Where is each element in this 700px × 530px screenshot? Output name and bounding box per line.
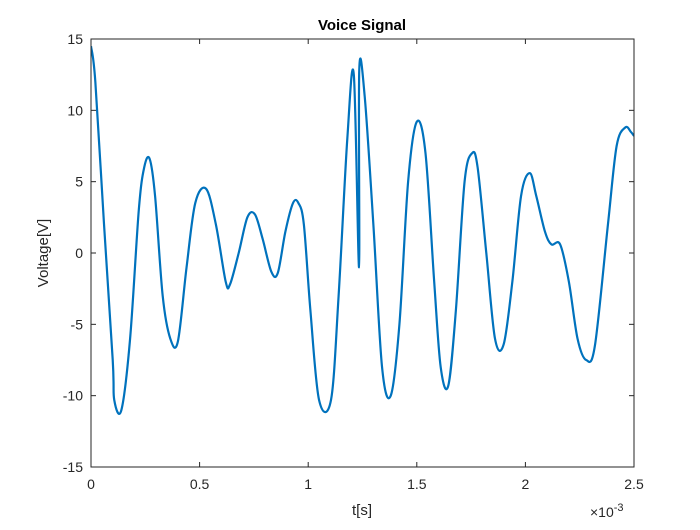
y-tick-label: -15 [63, 459, 83, 475]
y-tick-label: 15 [67, 31, 83, 47]
y-axis-ticks: -15 -10 -5 0 5 10 15 [63, 31, 634, 475]
chart-title: Voice Signal [318, 17, 406, 34]
x-tick-label: 0 [87, 476, 95, 492]
series-line [91, 45, 634, 415]
y-tick-label: -10 [63, 388, 83, 404]
x-axis-ticks: 0 0.5 1 1.5 2 2.5 [87, 39, 644, 492]
y-tick-label: 0 [75, 245, 83, 261]
x-tick-label: 1.5 [407, 476, 427, 492]
x-axis-exponent: ×10-3 [590, 502, 624, 520]
x-axis-exponent-base: ×10 [590, 504, 614, 520]
x-axis-label: t[s] [352, 502, 372, 519]
x-tick-label: 0.5 [190, 476, 210, 492]
y-tick-label: 10 [67, 102, 83, 118]
x-tick-label: 1 [304, 476, 312, 492]
y-axis-label: Voltage[V] [35, 219, 52, 287]
x-axis-exponent-power: -3 [614, 502, 624, 514]
y-tick-label: 5 [75, 174, 83, 190]
x-tick-label: 2.5 [624, 476, 644, 492]
x-tick-label: 2 [522, 476, 530, 492]
plot-area [91, 39, 634, 467]
y-tick-label: -5 [71, 316, 84, 332]
